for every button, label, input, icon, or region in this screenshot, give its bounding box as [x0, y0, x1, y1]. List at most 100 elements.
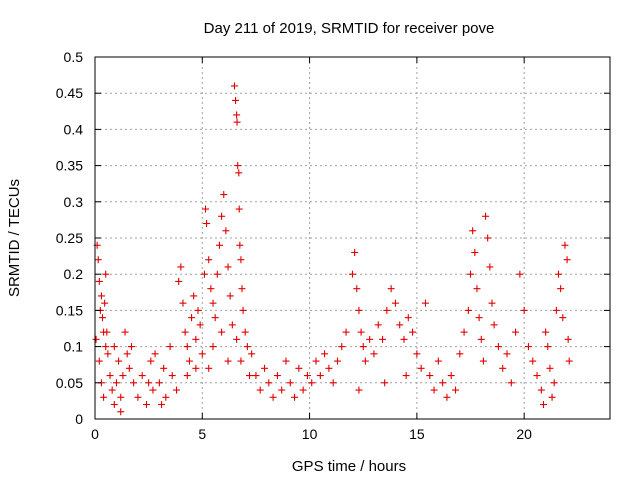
data-point	[213, 270, 221, 278]
data-point	[479, 357, 487, 365]
chart-title: Day 211 of 2019, SRMTID for receiver pov…	[204, 20, 495, 37]
x-tick-label: 15	[409, 426, 425, 442]
data-point	[488, 299, 496, 307]
x-axis-label: GPS time / hours	[292, 458, 406, 475]
y-tick-label: 0.25	[56, 230, 83, 246]
data-point	[273, 372, 281, 380]
data-point	[321, 350, 329, 358]
data-point	[183, 343, 191, 351]
data-point	[456, 350, 464, 358]
data-point	[226, 292, 234, 300]
data-point	[439, 379, 447, 387]
data-point	[123, 350, 131, 358]
plot-frame	[94, 56, 611, 420]
data-point	[205, 256, 213, 264]
data-point	[557, 285, 565, 293]
data-point	[404, 314, 412, 322]
data-point	[117, 393, 125, 401]
data-point	[349, 270, 356, 278]
data-point	[92, 335, 100, 343]
data-point	[194, 306, 202, 314]
data-point	[486, 263, 494, 271]
data-point	[443, 393, 451, 401]
data-point	[101, 299, 109, 307]
data-point	[243, 343, 251, 351]
data-point	[265, 379, 273, 387]
x-tick-labels: 0 5 10 15 20	[91, 426, 532, 442]
data-point	[552, 306, 560, 314]
data-point	[218, 328, 226, 336]
data-point	[110, 343, 118, 351]
data-point	[471, 248, 479, 256]
data-point	[166, 343, 174, 351]
data-point	[469, 227, 477, 235]
data-point	[218, 212, 226, 220]
data-point	[238, 285, 246, 293]
data-point	[224, 263, 232, 271]
data-point	[235, 205, 243, 213]
x-tick-label: 0	[91, 426, 99, 442]
x-tick-label: 5	[198, 426, 206, 442]
data-point	[168, 372, 176, 380]
data-point	[233, 111, 241, 119]
data-point	[179, 299, 187, 307]
data-point	[155, 379, 163, 387]
data-point	[482, 212, 490, 220]
data-point	[234, 162, 242, 170]
data-point	[134, 393, 142, 401]
data-point	[379, 335, 387, 343]
data-point	[110, 401, 118, 409]
data-point	[145, 379, 153, 387]
data-point	[94, 256, 102, 264]
data-point	[366, 335, 374, 343]
data-point	[127, 343, 135, 351]
data-point	[198, 350, 206, 358]
data-point	[175, 277, 183, 285]
data-point	[252, 372, 260, 380]
data-point	[202, 205, 210, 213]
y-tick-label: 0.5	[64, 49, 84, 65]
data-point	[241, 328, 249, 336]
data-point	[103, 328, 111, 336]
data-point	[237, 357, 245, 365]
data-point	[160, 364, 168, 372]
data-point	[230, 82, 238, 90]
data-point	[417, 364, 425, 372]
data-point	[236, 241, 244, 249]
data-point	[278, 386, 286, 394]
data-point	[400, 335, 408, 343]
data-point	[342, 328, 350, 336]
data-point	[130, 379, 138, 387]
data-point	[430, 386, 438, 394]
data-point	[383, 306, 391, 314]
data-point	[467, 270, 475, 278]
data-point	[426, 372, 434, 380]
data-point	[434, 357, 442, 365]
data-point	[421, 299, 429, 307]
data-point	[402, 372, 410, 380]
data-point	[232, 96, 240, 104]
data-point	[104, 350, 112, 358]
data-point	[316, 372, 324, 380]
data-point	[409, 328, 417, 336]
data-point	[181, 328, 189, 336]
data-point	[215, 241, 223, 249]
data-point	[299, 386, 307, 394]
data-point	[207, 285, 215, 293]
data-point	[475, 314, 483, 322]
y-tick-label: 0.2	[64, 266, 84, 282]
data-point	[196, 321, 204, 329]
data-point	[209, 343, 217, 351]
data-point	[117, 408, 125, 416]
data-point	[261, 364, 269, 372]
data-point	[256, 386, 264, 394]
data-point	[507, 379, 515, 387]
data-point	[203, 220, 211, 228]
data-point	[100, 393, 108, 401]
data-point	[503, 350, 511, 358]
data-point	[125, 364, 133, 372]
y-tick-label: 0.05	[56, 375, 83, 391]
data-point	[544, 343, 552, 351]
data-point	[484, 234, 492, 242]
data-point	[391, 299, 399, 307]
